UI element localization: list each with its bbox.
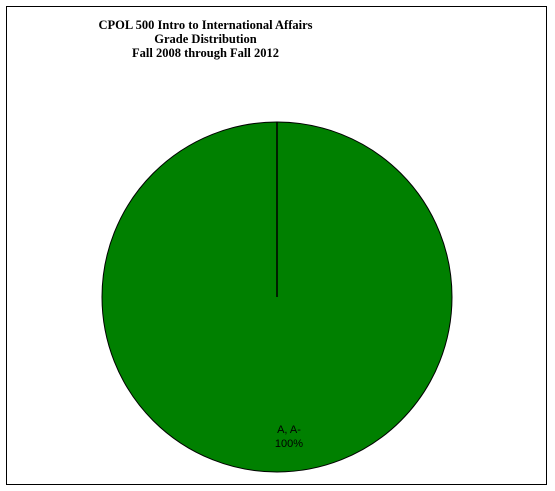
pie-chart: A, A- 100% [101, 121, 453, 473]
chart-title-line-3: Fall 2008 through Fall 2012 [131, 46, 279, 60]
slice-label-a-percent: 100% [275, 438, 303, 450]
slice-label-a-category: A, A- [277, 424, 301, 436]
chart-title-line-2: Grade Distribution [154, 32, 257, 46]
chart-area: CPOL 500 Intro to International Affairs … [6, 6, 547, 485]
pie-slices [101, 121, 453, 473]
chart-title: CPOL 500 Intro to International Affairs … [7, 18, 404, 60]
chart-title-line-1: CPOL 500 Intro to International Affairs [98, 18, 313, 32]
